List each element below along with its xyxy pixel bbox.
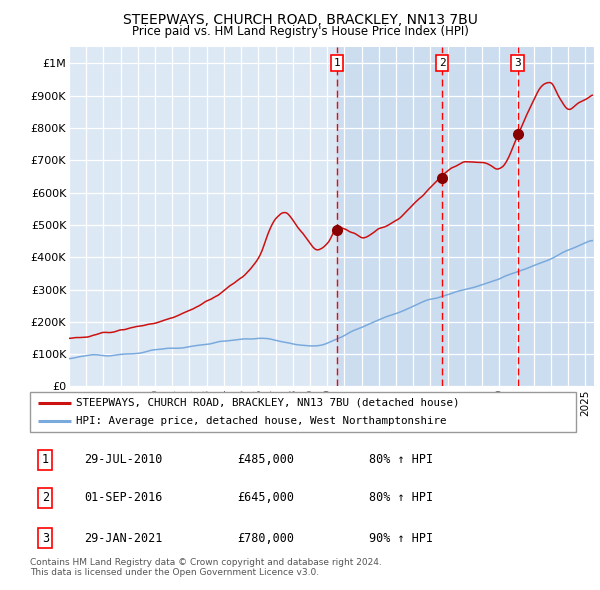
Text: 80% ↑ HPI: 80% ↑ HPI (368, 491, 433, 504)
Text: HPI: Average price, detached house, West Northamptonshire: HPI: Average price, detached house, West… (76, 416, 447, 426)
Text: STEEPWAYS, CHURCH ROAD, BRACKLEY, NN13 7BU (detached house): STEEPWAYS, CHURCH ROAD, BRACKLEY, NN13 7… (76, 398, 460, 408)
Bar (337, 47, 600, 386)
FancyBboxPatch shape (30, 392, 576, 432)
Text: £645,000: £645,000 (238, 491, 295, 504)
Text: £780,000: £780,000 (238, 532, 295, 545)
Text: Contains HM Land Registry data © Crown copyright and database right 2024.
This d: Contains HM Land Registry data © Crown c… (30, 558, 382, 577)
Text: 29-JUL-2010: 29-JUL-2010 (85, 453, 163, 466)
Text: 3: 3 (42, 532, 49, 545)
Text: 80% ↑ HPI: 80% ↑ HPI (368, 453, 433, 466)
Text: 2: 2 (42, 491, 49, 504)
Text: 2: 2 (439, 58, 445, 68)
Text: STEEPWAYS, CHURCH ROAD, BRACKLEY, NN13 7BU: STEEPWAYS, CHURCH ROAD, BRACKLEY, NN13 7… (122, 13, 478, 27)
Text: 1: 1 (42, 453, 49, 466)
Text: 90% ↑ HPI: 90% ↑ HPI (368, 532, 433, 545)
Text: Price paid vs. HM Land Registry's House Price Index (HPI): Price paid vs. HM Land Registry's House … (131, 25, 469, 38)
Text: 01-SEP-2016: 01-SEP-2016 (85, 491, 163, 504)
Text: 1: 1 (334, 58, 340, 68)
Text: 29-JAN-2021: 29-JAN-2021 (85, 532, 163, 545)
Text: £485,000: £485,000 (238, 453, 295, 466)
Text: 3: 3 (515, 58, 521, 68)
